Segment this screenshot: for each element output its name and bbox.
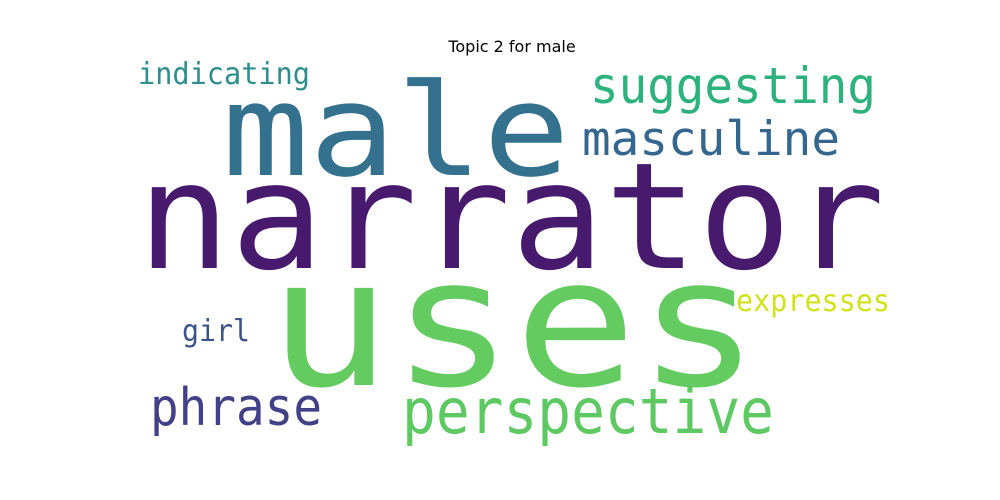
word-narrator: narrator: [137, 131, 885, 303]
word-girl: girl: [182, 314, 250, 349]
word-suggesting: suggesting: [590, 57, 876, 115]
word-phrase: phrase: [150, 378, 322, 438]
word-perspective: perspective: [402, 375, 774, 448]
word-masculine: masculine: [582, 112, 840, 167]
chart-title: Topic 2 for male: [447, 37, 575, 56]
word-indicating: indicating: [138, 57, 310, 92]
word-male: male: [222, 57, 570, 206]
word-uses: uses: [268, 220, 760, 427]
word-expresses: expresses: [736, 284, 890, 319]
